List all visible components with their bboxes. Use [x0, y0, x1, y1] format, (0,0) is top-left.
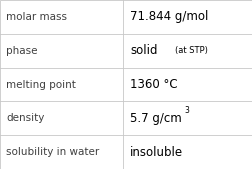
Text: 3: 3 [184, 106, 189, 115]
Text: (at STP): (at STP) [174, 46, 207, 55]
Text: melting point: melting point [6, 79, 76, 90]
Text: 71.844 g/mol: 71.844 g/mol [130, 10, 208, 23]
Text: solid: solid [130, 44, 157, 57]
Text: insoluble: insoluble [130, 146, 183, 159]
Text: density: density [6, 113, 45, 123]
Text: phase: phase [6, 46, 38, 56]
Text: molar mass: molar mass [6, 12, 67, 22]
Text: solubility in water: solubility in water [6, 147, 99, 157]
Text: 5.7 g/cm: 5.7 g/cm [130, 112, 181, 125]
Text: 1360 °C: 1360 °C [130, 78, 177, 91]
